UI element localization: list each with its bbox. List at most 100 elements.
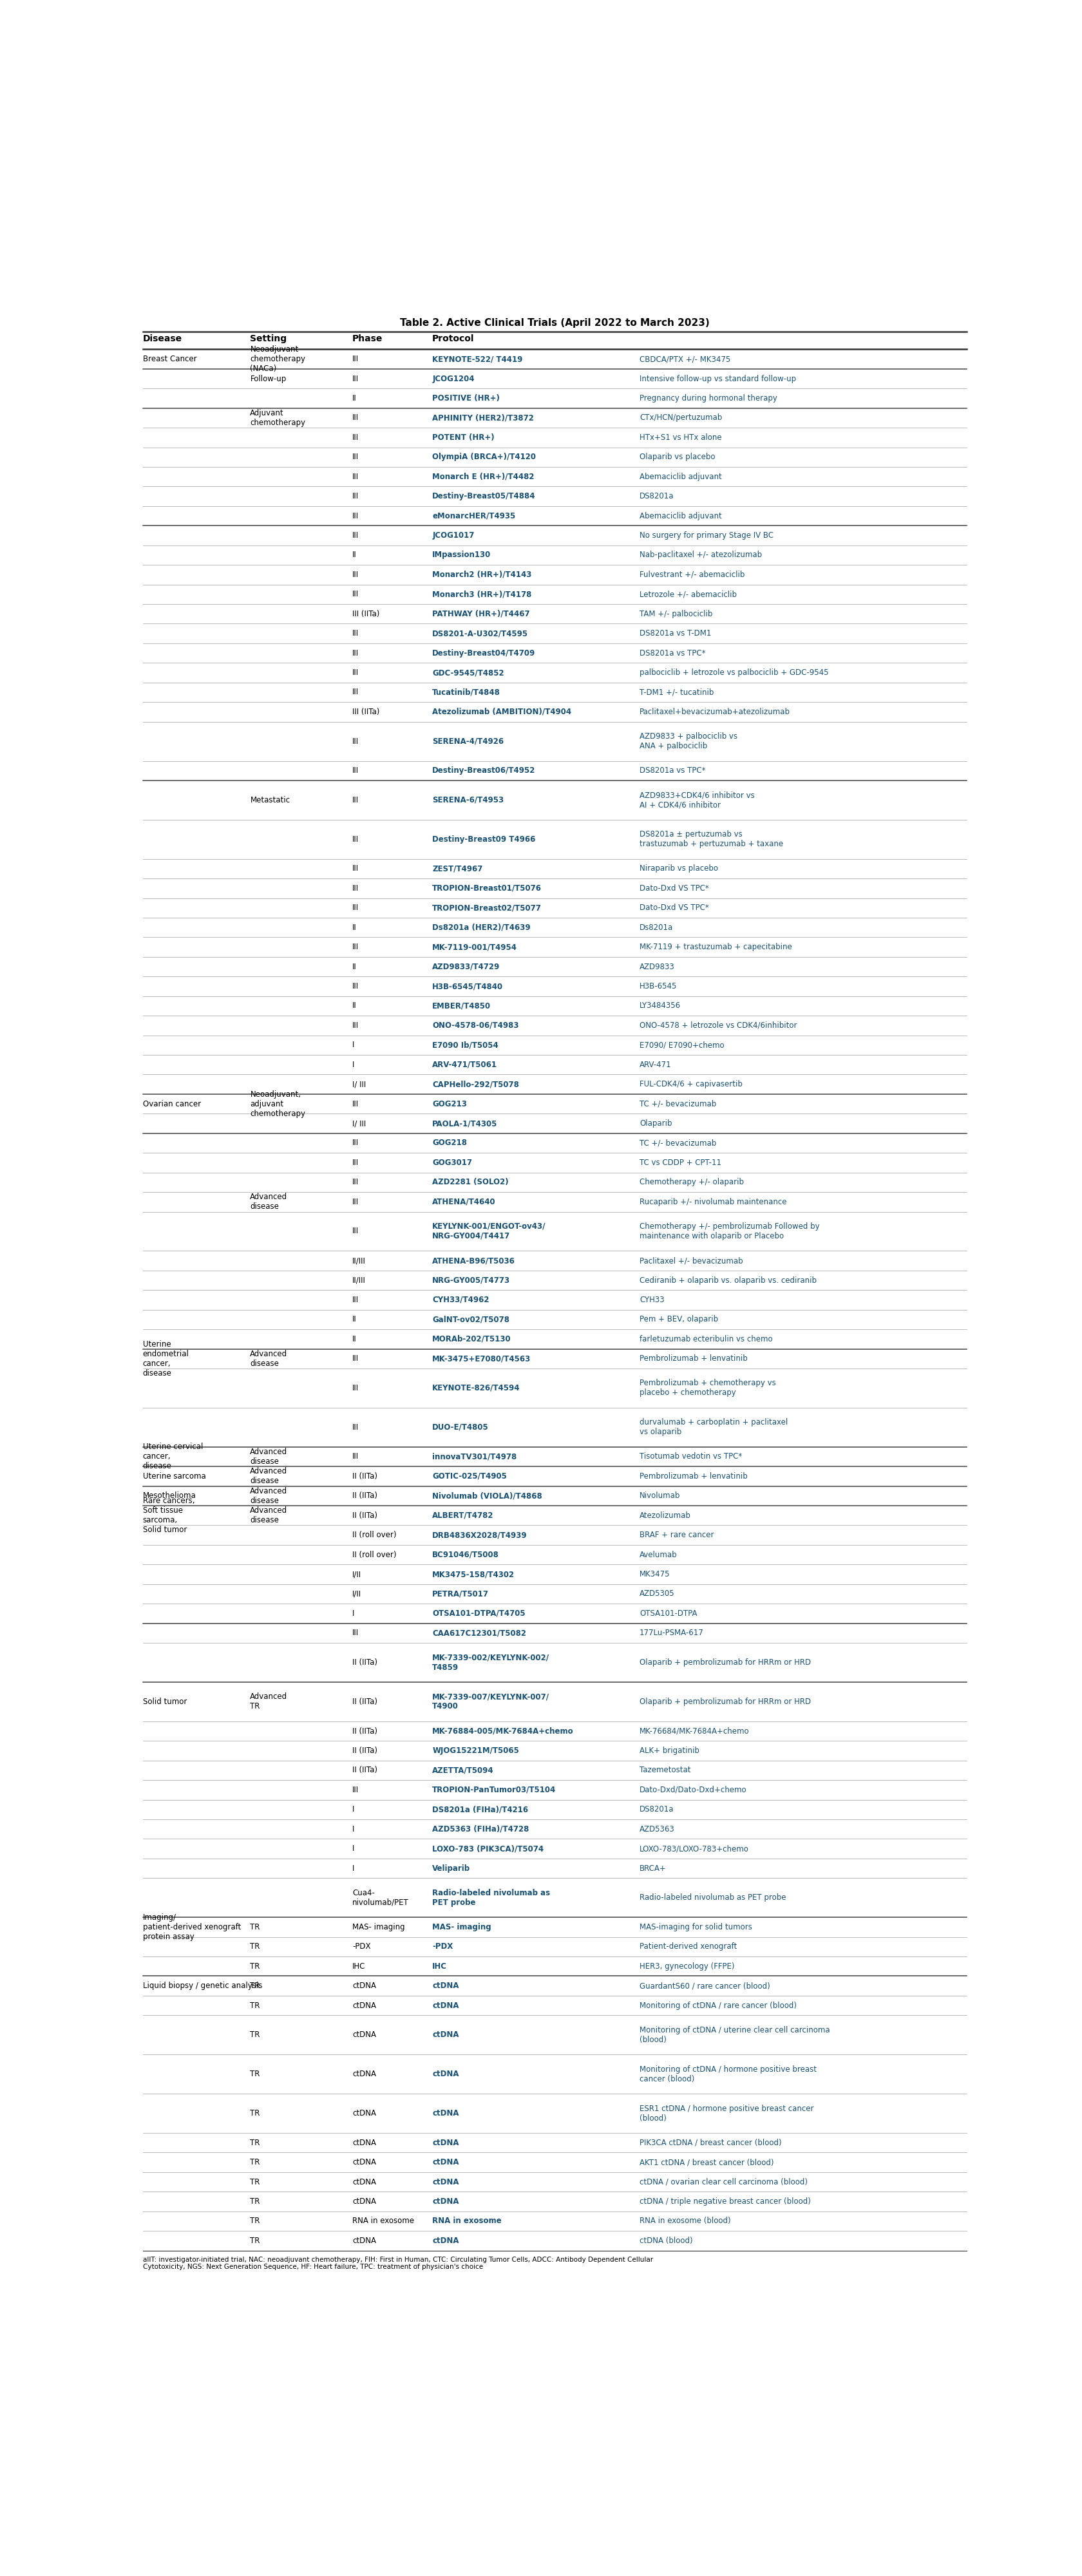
Text: TR: TR [250,1922,260,1932]
Text: ctDNA: ctDNA [432,2138,459,2146]
Text: II (IITa): II (IITa) [353,1747,378,1754]
Text: I/ III: I/ III [353,1079,366,1090]
Text: III (IITa): III (IITa) [353,708,380,716]
Text: Destiny-Breast06/T4952: Destiny-Breast06/T4952 [432,768,536,775]
Text: JCOG1204: JCOG1204 [432,374,474,384]
Text: IMpassion130: IMpassion130 [432,551,491,559]
Text: III: III [353,1628,359,1638]
Text: TR: TR [250,1963,260,1971]
Text: III: III [353,415,359,422]
Text: Follow-up: Follow-up [250,374,287,384]
Text: innovaTV301/T4978: innovaTV301/T4978 [432,1453,516,1461]
Text: AZETTA/T5094: AZETTA/T5094 [432,1767,493,1775]
Text: III: III [353,688,359,696]
Text: Pembrolizumab + lenvatinib: Pembrolizumab + lenvatinib [639,1471,747,1481]
Text: TAM +/- palbociclib: TAM +/- palbociclib [639,611,712,618]
Text: Disease: Disease [143,335,182,343]
Text: ALBERT/T4782: ALBERT/T4782 [432,1512,493,1520]
Text: EMBER/T4850: EMBER/T4850 [432,1002,491,1010]
Text: DRB4836X2028/T4939: DRB4836X2028/T4939 [432,1530,527,1540]
Text: AZD2281 (SOLO2): AZD2281 (SOLO2) [432,1177,509,1188]
Text: TROPION-Breast01/T5076: TROPION-Breast01/T5076 [432,884,541,891]
Text: I: I [353,1061,355,1069]
Text: eMonarcHER/T4935: eMonarcHER/T4935 [432,513,515,520]
Text: III: III [353,835,359,842]
Text: III: III [353,569,359,580]
Text: ctDNA: ctDNA [432,2110,459,2117]
Text: E7090 Ib/T5054: E7090 Ib/T5054 [432,1041,498,1048]
Text: Uterine
endometrial
cancer,
disease: Uterine endometrial cancer, disease [143,1340,189,1378]
Text: ctDNA: ctDNA [353,2071,377,2079]
Text: III: III [353,374,359,384]
Text: Ds8201a: Ds8201a [639,922,673,933]
Text: III: III [353,649,359,657]
Text: LOXO-783/LOXO-783+chemo: LOXO-783/LOXO-783+chemo [639,1844,749,1852]
Text: Advanced
disease: Advanced disease [250,1507,288,1525]
Text: III: III [353,1422,359,1432]
Text: BRCA+: BRCA+ [639,1865,665,1873]
Text: Radio-labeled nivolumab as
PET probe: Radio-labeled nivolumab as PET probe [432,1888,550,1906]
Text: ctDNA (blood): ctDNA (blood) [639,2236,692,2244]
Text: III: III [353,1020,359,1030]
Text: II/III: II/III [353,1275,366,1285]
Text: MK3475-158/T4302: MK3475-158/T4302 [432,1571,515,1579]
Text: ctDNA: ctDNA [432,2030,459,2040]
Text: Destiny-Breast04/T4709: Destiny-Breast04/T4709 [432,649,536,657]
Text: CYH33/T4962: CYH33/T4962 [432,1296,489,1303]
Text: LY3484356: LY3484356 [639,1002,681,1010]
Text: ctDNA: ctDNA [353,2030,377,2040]
Text: Niraparib vs placebo: Niraparib vs placebo [639,866,717,873]
Text: 177Lu-PSMA-617: 177Lu-PSMA-617 [639,1628,703,1638]
Text: Avelumab: Avelumab [639,1551,677,1558]
Text: III: III [353,670,359,677]
Text: DS8201-A-U302/T4595: DS8201-A-U302/T4595 [432,629,528,639]
Text: TR: TR [250,1942,260,1950]
Text: Protocol: Protocol [432,335,474,343]
Text: TC vs CDDP + CPT-11: TC vs CDDP + CPT-11 [639,1159,721,1167]
Text: TR: TR [250,2110,260,2117]
Text: II (IITa): II (IITa) [353,1471,378,1481]
Text: No surgery for primary Stage IV BC: No surgery for primary Stage IV BC [639,531,773,541]
Text: III: III [353,1453,359,1461]
Text: III: III [353,492,359,500]
Text: IHC: IHC [432,1963,447,1971]
Text: ONO-4578 + letrozole vs CDK4/6inhibitor: ONO-4578 + letrozole vs CDK4/6inhibitor [639,1020,796,1030]
Text: TROPION-Breast02/T5077: TROPION-Breast02/T5077 [432,904,541,912]
Text: Dato-Dxd VS TPC*: Dato-Dxd VS TPC* [639,904,709,912]
Text: RNA in exosome: RNA in exosome [353,2218,414,2226]
Text: III: III [353,355,359,363]
Text: TR: TR [250,1981,260,1991]
Text: Radio-labeled nivolumab as PET probe: Radio-labeled nivolumab as PET probe [639,1893,786,1901]
Text: III: III [353,884,359,891]
Text: Advanced
disease: Advanced disease [250,1468,288,1486]
Text: ctDNA: ctDNA [353,2236,377,2244]
Text: II (roll over): II (roll over) [353,1530,396,1540]
Text: ctDNA: ctDNA [432,2236,459,2244]
Text: RNA in exosome: RNA in exosome [432,2218,501,2226]
Text: KEYLYNK-001/ENGOT-ov43/
NRG-GY004/T4417: KEYLYNK-001/ENGOT-ov43/ NRG-GY004/T4417 [432,1221,545,1239]
Text: FUL-CDK4/6 + capivasertib: FUL-CDK4/6 + capivasertib [639,1079,742,1090]
Text: HTx+S1 vs HTx alone: HTx+S1 vs HTx alone [639,433,722,440]
Text: ctDNA: ctDNA [432,2177,459,2187]
Text: III (IITa): III (IITa) [353,611,380,618]
Text: ctDNA: ctDNA [432,2159,459,2166]
Text: III: III [353,513,359,520]
Text: Cediranib + olaparib vs. olaparib vs. cediranib: Cediranib + olaparib vs. olaparib vs. ce… [639,1275,816,1285]
Text: II: II [353,963,357,971]
Text: Abemaciclib adjuvant: Abemaciclib adjuvant [639,471,722,482]
Text: III: III [353,943,359,951]
Text: GOG213: GOG213 [432,1100,466,1108]
Text: Chemotherapy +/- olaparib: Chemotherapy +/- olaparib [639,1177,743,1188]
Text: ESR1 ctDNA / hormone positive breast cancer
(blood): ESR1 ctDNA / hormone positive breast can… [639,2105,814,2123]
Text: II: II [353,1316,357,1324]
Text: MK3475: MK3475 [639,1571,670,1579]
Text: OTSA101-DTPA: OTSA101-DTPA [639,1610,697,1618]
Text: TR: TR [250,2002,260,2009]
Text: I: I [353,1844,355,1852]
Text: DS8201a vs T-DM1: DS8201a vs T-DM1 [639,629,711,639]
Text: MAS- imaging: MAS- imaging [353,1922,405,1932]
Text: III: III [353,1159,359,1167]
Text: III: III [353,866,359,873]
Text: III: III [353,1785,359,1793]
Text: Monarch E (HR+)/T4482: Monarch E (HR+)/T4482 [432,471,535,482]
